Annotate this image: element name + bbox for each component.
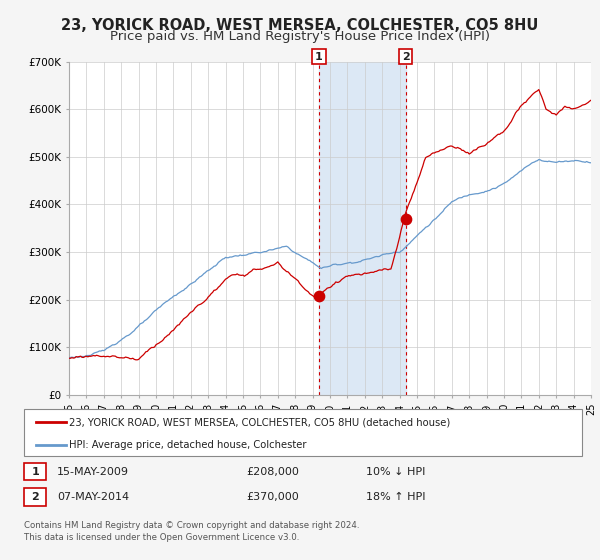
Text: 1: 1 xyxy=(315,52,323,62)
Text: 23, YORICK ROAD, WEST MERSEA, COLCHESTER, CO5 8HU: 23, YORICK ROAD, WEST MERSEA, COLCHESTER… xyxy=(61,18,539,33)
Text: 2: 2 xyxy=(402,52,410,62)
Text: 15-MAY-2009: 15-MAY-2009 xyxy=(57,466,129,477)
Point xyxy=(314,291,324,300)
Text: 1: 1 xyxy=(31,466,39,477)
Text: 07-MAY-2014: 07-MAY-2014 xyxy=(57,492,129,502)
Text: 2: 2 xyxy=(31,492,39,502)
Text: HPI: Average price, detached house, Colchester: HPI: Average price, detached house, Colc… xyxy=(69,440,307,450)
Text: £208,000: £208,000 xyxy=(246,466,299,477)
Text: Price paid vs. HM Land Registry's House Price Index (HPI): Price paid vs. HM Land Registry's House … xyxy=(110,30,490,43)
Text: This data is licensed under the Open Government Licence v3.0.: This data is licensed under the Open Gov… xyxy=(24,533,299,542)
Text: 10% ↓ HPI: 10% ↓ HPI xyxy=(366,466,425,477)
Bar xyxy=(319,62,406,395)
Text: 23, YORICK ROAD, WEST MERSEA, COLCHESTER, CO5 8HU (detached house): 23, YORICK ROAD, WEST MERSEA, COLCHESTER… xyxy=(69,417,450,427)
Text: Contains HM Land Registry data © Crown copyright and database right 2024.: Contains HM Land Registry data © Crown c… xyxy=(24,521,359,530)
Text: 18% ↑ HPI: 18% ↑ HPI xyxy=(366,492,425,502)
Text: £370,000: £370,000 xyxy=(246,492,299,502)
Point xyxy=(401,214,410,223)
